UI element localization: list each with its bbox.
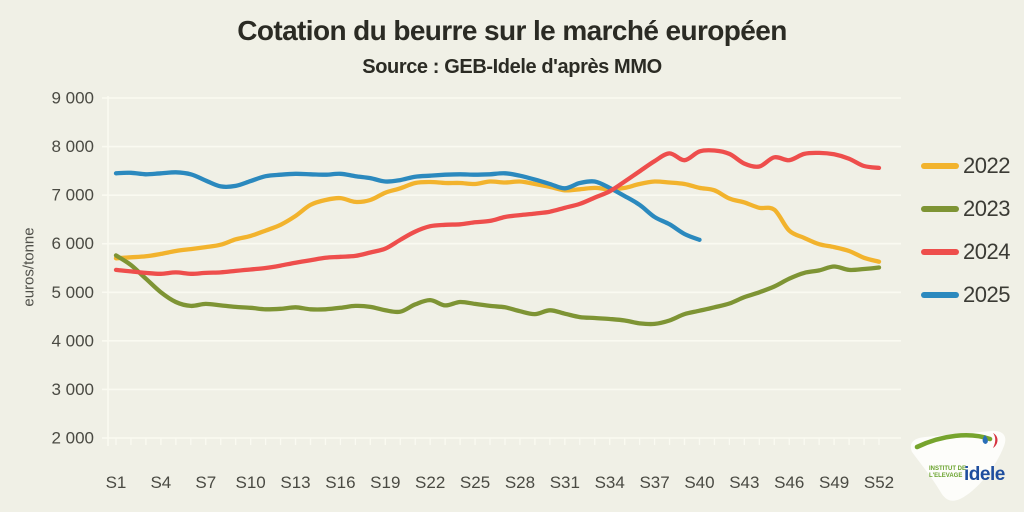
x-tick-label: S46 (774, 473, 804, 492)
series-line-2025 (113, 170, 702, 242)
x-tick-label: S19 (370, 473, 400, 492)
x-tick-label: S28 (505, 473, 535, 492)
y-tick-label: 5 000 (51, 283, 94, 302)
y-tick-label: 7 000 (51, 186, 94, 205)
x-tick-label: S7 (195, 473, 216, 492)
y-tick-label: 9 000 (51, 89, 94, 108)
legend-swatch-2023 (921, 206, 959, 212)
x-tick-label: S43 (729, 473, 759, 492)
legend-swatch-2025 (921, 292, 959, 298)
series-line-2024 (113, 148, 882, 276)
series-line-2022 (113, 179, 882, 264)
x-tick-label: S49 (819, 473, 849, 492)
x-tick-label: S16 (325, 473, 355, 492)
x-tick-label: S31 (550, 473, 580, 492)
logo-org-line2: L'ELEVAGE (929, 473, 962, 479)
x-tick-label: S25 (460, 473, 490, 492)
legend-swatch-2022 (921, 163, 959, 169)
x-tick-label: S4 (150, 473, 171, 492)
idele-logo: INSTITUT DE L'ELEVAGE idele (910, 430, 1006, 501)
y-tick-label: 3 000 (51, 380, 94, 399)
logo-brand-text: idele (964, 464, 1005, 485)
x-tick-label: S40 (684, 473, 714, 492)
logo-org-line1: INSTITUT DE (929, 466, 966, 472)
series-line-2023 (113, 253, 882, 327)
logo-flag-icon (993, 433, 998, 448)
legend-item-2023: 2023 (921, 196, 1010, 221)
x-tick-label: S52 (864, 473, 894, 492)
chart-title: Cotation du beurre sur le marché europée… (237, 15, 787, 46)
legend-swatch-2024 (921, 249, 959, 255)
chart-legend: 2022 2023 2024 2025 (921, 153, 1010, 326)
legend-label-2025: 2025 (963, 282, 1010, 307)
y-tick-label: 4 000 (51, 331, 94, 350)
x-tick-label: S13 (280, 473, 310, 492)
x-tick-label: S10 (236, 473, 266, 492)
legend-item-2025: 2025 (921, 282, 1010, 307)
legend-label-2024: 2024 (963, 239, 1010, 264)
legend-label-2022: 2022 (963, 153, 1010, 178)
chart-subtitle: Source : GEB-Idele d'après MMO (362, 56, 662, 78)
x-tick-label: S37 (639, 473, 669, 492)
legend-label-2023: 2023 (963, 196, 1010, 221)
y-tick-label: 2 000 (51, 429, 94, 448)
x-tick-label: S1 (106, 473, 127, 492)
legend-item-2024: 2024 (921, 239, 1010, 264)
x-tick-label: S22 (415, 473, 445, 492)
y-tick-label: 6 000 (51, 234, 94, 253)
logo-drop-icon (982, 435, 988, 444)
logo-background-shape (910, 430, 1006, 501)
x-tick-label: S34 (595, 473, 625, 492)
y-tick-label: 8 000 (51, 137, 94, 156)
legend-item-2022: 2022 (921, 153, 1010, 178)
